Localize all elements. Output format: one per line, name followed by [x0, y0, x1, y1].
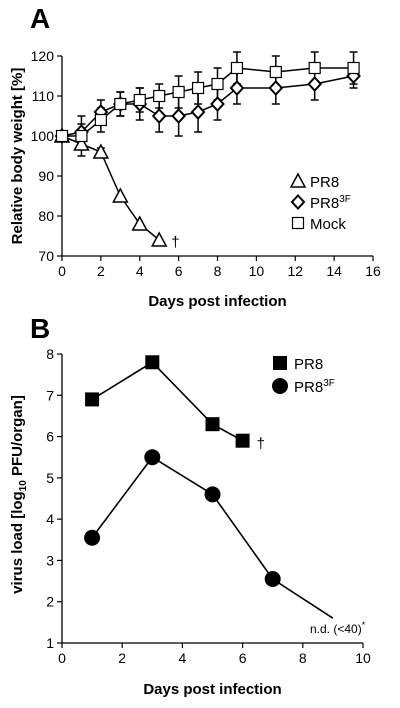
x-tick-label: 0	[58, 263, 66, 279]
x-tick-label: 10	[355, 650, 371, 666]
x-tick-label: 16	[365, 263, 381, 279]
y-tick-label: 120	[31, 48, 55, 64]
data-point	[144, 449, 161, 466]
y-tick-label: 90	[38, 168, 54, 184]
x-tick-label: 4	[179, 650, 187, 666]
x-tick-label: 12	[287, 263, 303, 279]
y-tick-label: 80	[38, 208, 54, 224]
data-point	[94, 113, 107, 127]
data-point	[269, 65, 282, 79]
legend-label: PR83F	[310, 194, 351, 212]
x-tick-label: 2	[118, 650, 126, 666]
x-tick-label: 0	[58, 650, 66, 666]
series-line	[91, 456, 334, 619]
legend-marker	[289, 172, 307, 188]
legend-marker	[291, 216, 305, 230]
legend-label: Mock	[310, 216, 346, 233]
panel-letter-a: A	[30, 3, 50, 34]
death-dagger: †	[257, 436, 265, 453]
legend-marker	[273, 356, 287, 370]
data-point	[131, 215, 149, 231]
y-tick-label: 1	[46, 635, 54, 651]
y-tick-label: 5	[46, 470, 54, 486]
y-tick-label: 110	[32, 88, 55, 104]
data-point	[307, 76, 323, 92]
nd-annotation: n.d. (<40)*	[310, 620, 366, 636]
data-point	[151, 108, 167, 124]
data-point	[230, 61, 244, 75]
data-point	[268, 80, 284, 96]
data-point	[229, 80, 245, 96]
data-point	[84, 529, 101, 546]
data-point	[171, 108, 186, 124]
x-tick-label: 14	[326, 263, 342, 279]
y-tick-label: 2	[46, 594, 54, 610]
data-point	[210, 96, 225, 112]
data-point	[73, 135, 90, 151]
legend-marker	[290, 194, 306, 210]
legend-marker	[272, 378, 288, 394]
data-point	[205, 417, 220, 432]
data-point	[191, 81, 205, 95]
data-point	[172, 85, 185, 99]
y-axis-title: Relative body weight [%]	[9, 68, 26, 245]
x-tick-label: 6	[175, 263, 183, 279]
chart-a: A 0 2 4 6 8 10 12 14 16 70 80 90 100 110 120 Days post i…	[9, 3, 381, 310]
y-axis-title: virus load [log10 PFU/organ]	[9, 395, 29, 594]
data-point	[114, 97, 127, 111]
y-tick-label: 6	[46, 429, 54, 445]
data-point	[308, 61, 321, 75]
data-point	[153, 89, 166, 103]
legend-label: PR8	[310, 174, 339, 191]
y-tick-label: 4	[46, 511, 54, 527]
x-tick-label: 8	[299, 650, 307, 666]
series-line	[91, 361, 243, 442]
data-point	[190, 104, 206, 120]
x-tick-label: 2	[97, 263, 105, 279]
x-axis-title: Days post infection	[143, 681, 281, 698]
y-tick-label: 3	[46, 552, 54, 568]
y-tick-label: 7	[46, 387, 54, 403]
data-point	[204, 486, 221, 503]
data-point	[211, 77, 224, 91]
y-tick-label: 8	[46, 346, 54, 362]
legend-label: PR83F	[294, 378, 335, 396]
data-point	[150, 231, 168, 247]
x-tick-label: 10	[249, 263, 265, 279]
x-tick-label: 8	[214, 263, 222, 279]
data-point	[235, 433, 250, 448]
data-point	[264, 571, 281, 588]
data-point	[75, 129, 88, 143]
series-line	[61, 135, 160, 241]
y-tick-label: 70	[38, 248, 54, 264]
data-point	[145, 355, 160, 370]
x-tick-label: 4	[136, 263, 144, 279]
y-tick-label: 100	[31, 128, 55, 144]
data-point	[112, 187, 129, 203]
data-point	[85, 392, 100, 407]
x-axis-title: Days post infection	[148, 293, 286, 310]
data-point	[133, 93, 146, 107]
x-tick-label: 6	[239, 650, 247, 666]
data-point	[55, 129, 69, 143]
data-point	[92, 143, 110, 159]
death-dagger: †	[171, 234, 179, 251]
legend-label: PR8	[294, 356, 323, 373]
data-point	[347, 61, 360, 75]
panel-letter-b: B	[30, 313, 50, 344]
